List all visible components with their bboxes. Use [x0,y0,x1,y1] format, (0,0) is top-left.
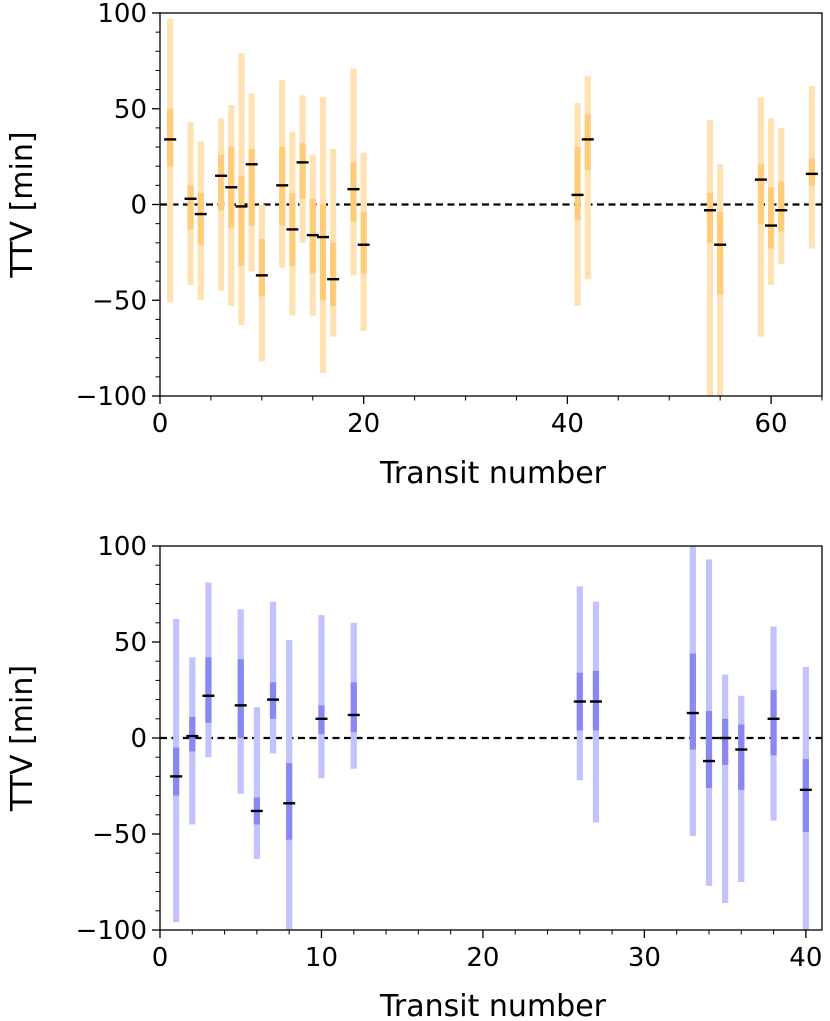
inner-interval-2 [189,716,196,752]
x-tick-label-3: 60 [755,409,788,439]
inner-interval-14 [330,242,337,306]
inner-interval-14 [722,718,729,765]
outer-interval-5 [253,707,260,859]
y-tick-label-4: 100 [97,0,147,29]
inner-interval-22 [767,187,775,249]
inner-interval-2 [187,185,194,230]
inner-interval-11 [299,143,306,199]
inner-interval-1 [167,108,174,167]
inner-interval-24 [808,158,815,186]
inner-interval-17 [574,147,581,220]
y-tick-label-0: −100 [76,382,147,412]
x-axis-label: Transit number [379,989,607,1021]
bottom-panel: 0 10 20 30 40 −100 −50 0 50 100 Transit number TTV … [5,532,823,1021]
inner-interval-9 [350,682,357,733]
inner-interval-18 [584,114,591,171]
inner-interval-17 [802,759,809,833]
top-panel: 0 20 40 60 −100 −50 0 50 100 Transit number TTV [m… [5,0,823,491]
plot-area [160,546,822,930]
y-tick-label-1: −50 [92,820,147,850]
outer-interval-14 [722,674,729,904]
y-tick-label-2: 0 [130,191,147,221]
outer-interval-6 [269,601,277,754]
inner-interval-16 [770,690,777,756]
y-tick-label-4: 100 [97,532,147,562]
y-tick-label-3: 50 [114,628,147,658]
x-tick-label-4: 40 [789,943,822,973]
inner-interval-15 [350,162,357,222]
x-tick-label-0: 0 [152,943,169,973]
x-tick-label-2: 20 [466,943,499,973]
inner-interval-20 [717,212,724,295]
inner-interval-15 [738,724,745,790]
y-axis-label: TTV [min] [5,131,40,278]
x-tick-label-0: 0 [152,409,169,439]
inner-interval-7 [248,148,255,226]
outer-interval-19 [706,120,714,396]
plot-area [160,18,822,396]
inner-interval-1 [173,747,180,796]
inner-interval-12 [689,653,696,750]
inner-interval-13 [705,711,713,788]
inner-interval-21 [757,164,764,224]
inner-interval-16 [360,212,367,274]
x-tick-label-1: 10 [305,943,338,973]
y-tick-label-0: −100 [76,916,147,946]
inner-interval-7 [286,762,293,840]
outer-interval-18 [584,76,591,280]
inner-interval-4 [218,154,225,211]
inner-interval-6 [238,175,245,266]
inner-interval-3 [197,193,204,245]
y-tick-label-2: 0 [130,724,147,754]
inner-interval-3 [205,657,212,723]
inner-interval-8 [258,238,265,297]
x-axis-label: Transit number [379,456,607,491]
inner-interval-23 [778,181,785,232]
outer-interval-8 [318,615,325,779]
y-tick-label-3: 50 [114,95,147,125]
x-tick-label-2: 40 [551,409,584,439]
y-tick-label-1: −50 [92,286,147,316]
y-axis-label: TTV [min] [5,665,40,812]
inner-interval-4 [237,659,244,738]
x-tick-label-3: 30 [628,943,661,973]
x-tick-label-1: 20 [347,409,380,439]
inner-interval-13 [319,204,327,301]
inner-interval-19 [706,193,714,243]
